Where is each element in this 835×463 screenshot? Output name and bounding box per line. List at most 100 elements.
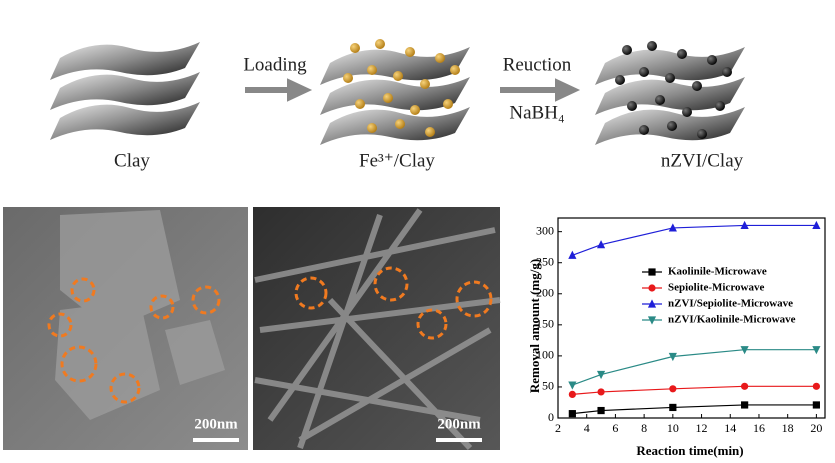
fe-particle xyxy=(393,71,403,81)
nzvi-particle xyxy=(715,101,725,111)
stage-label: Fe³⁺/Clay xyxy=(359,150,435,171)
marker xyxy=(647,316,657,325)
nzvi-particle xyxy=(639,67,649,77)
arrow-label: Loading xyxy=(243,54,307,75)
marker xyxy=(741,382,749,390)
sheet xyxy=(320,107,470,145)
marker xyxy=(597,388,605,396)
marker xyxy=(648,284,656,292)
scale-label: 200nm xyxy=(194,416,238,432)
fe-particle xyxy=(355,99,365,109)
stage-label: nZVI/Clay xyxy=(661,150,744,171)
y-tick-label: 250 xyxy=(536,254,554,268)
particle-rings xyxy=(47,266,493,404)
sheet xyxy=(50,42,200,80)
marker xyxy=(568,250,577,259)
fe-particle xyxy=(350,43,360,53)
x-tick-label: 10 xyxy=(667,421,679,435)
marker xyxy=(568,390,576,398)
sheet xyxy=(50,72,200,110)
marker xyxy=(668,352,677,362)
x-axis-label: Reaction time(min) xyxy=(636,443,743,458)
fe-particle xyxy=(420,79,430,89)
y-axis-label: Removal amount (mg/g) xyxy=(527,259,542,393)
x-tick-label: 12 xyxy=(696,421,708,435)
nzvi-particle xyxy=(722,67,732,77)
y-tick-label: 0 xyxy=(548,410,554,424)
fe-particle xyxy=(367,65,377,75)
fe-particle xyxy=(405,47,415,57)
series-line xyxy=(572,385,817,395)
fe-particle xyxy=(375,39,385,49)
marker xyxy=(597,406,605,415)
stage-label: Clay xyxy=(114,150,150,171)
texture xyxy=(55,210,225,420)
nzvi-particle xyxy=(615,75,625,85)
nzvi-particle xyxy=(639,125,649,135)
y-tick-label: 100 xyxy=(536,348,554,362)
x-tick-label: 4 xyxy=(584,421,590,435)
sheet xyxy=(320,77,470,115)
marker xyxy=(812,346,821,355)
legend-label: nZVI/Sepiolite-Microwave xyxy=(668,298,793,310)
y-tick-label: 50 xyxy=(542,379,554,393)
fe-particle xyxy=(435,53,445,63)
series-line xyxy=(572,224,817,256)
diagram: Loading Reuction NaBH₄ Clay Fe³⁺/Clay nZ… xyxy=(50,39,745,171)
legend-label: Sepiolite-Microwave xyxy=(668,282,764,294)
fe-particle xyxy=(383,93,393,103)
marker xyxy=(741,401,749,409)
scale-bar xyxy=(436,438,482,442)
x-tick-label: 14 xyxy=(724,421,736,435)
legend-label: nZVI/Kaolinile-Microwave xyxy=(668,314,796,326)
marker xyxy=(812,220,821,230)
nzvi-particle xyxy=(647,41,657,51)
marker xyxy=(648,268,656,276)
arrow xyxy=(500,78,581,102)
nzvi-particle xyxy=(627,101,637,111)
particles xyxy=(343,39,732,139)
y-tick-label: 300 xyxy=(536,223,554,237)
nzvi-particle xyxy=(697,129,707,139)
nzvi-particle xyxy=(707,55,717,65)
nzvi-particle xyxy=(692,81,702,91)
fe-particle xyxy=(425,127,435,137)
y-tick-label: 150 xyxy=(536,317,554,331)
arrow-label: Reuction xyxy=(503,54,572,75)
marker xyxy=(568,410,576,418)
scale-bar xyxy=(193,438,239,442)
series-line xyxy=(572,349,817,386)
fe-particle xyxy=(367,123,377,133)
nzvi-particle xyxy=(667,121,677,131)
scale-label: 200nm xyxy=(437,416,481,432)
x-tick-label: 8 xyxy=(641,421,647,435)
y-tick-label: 200 xyxy=(536,286,554,300)
fe-particle xyxy=(410,105,420,115)
marker xyxy=(812,382,820,390)
marker xyxy=(647,299,657,308)
series-line xyxy=(572,404,817,415)
marker xyxy=(668,223,677,232)
marker xyxy=(596,370,606,380)
nzvi-particle xyxy=(677,49,687,59)
arrow xyxy=(245,78,313,102)
x-tick-label: 20 xyxy=(810,421,822,435)
legend-label: Kaolinile-Microwave xyxy=(668,266,767,278)
marker xyxy=(740,220,749,230)
x-tick-label: 2 xyxy=(555,421,561,435)
marker xyxy=(669,385,677,393)
x-tick-label: 6 xyxy=(612,421,618,435)
marker xyxy=(669,403,677,412)
nzvi-particle xyxy=(665,73,675,83)
fe-particle xyxy=(395,119,405,129)
marker xyxy=(568,381,577,390)
nzvi-particle xyxy=(682,107,692,117)
sheet xyxy=(50,102,200,140)
sem-images: 200nm 200nm xyxy=(3,207,501,451)
chart: Removal amount (mg/g) Reaction time(min)… xyxy=(527,217,826,458)
marker xyxy=(740,346,749,355)
texture xyxy=(254,208,501,451)
marker xyxy=(812,401,820,409)
